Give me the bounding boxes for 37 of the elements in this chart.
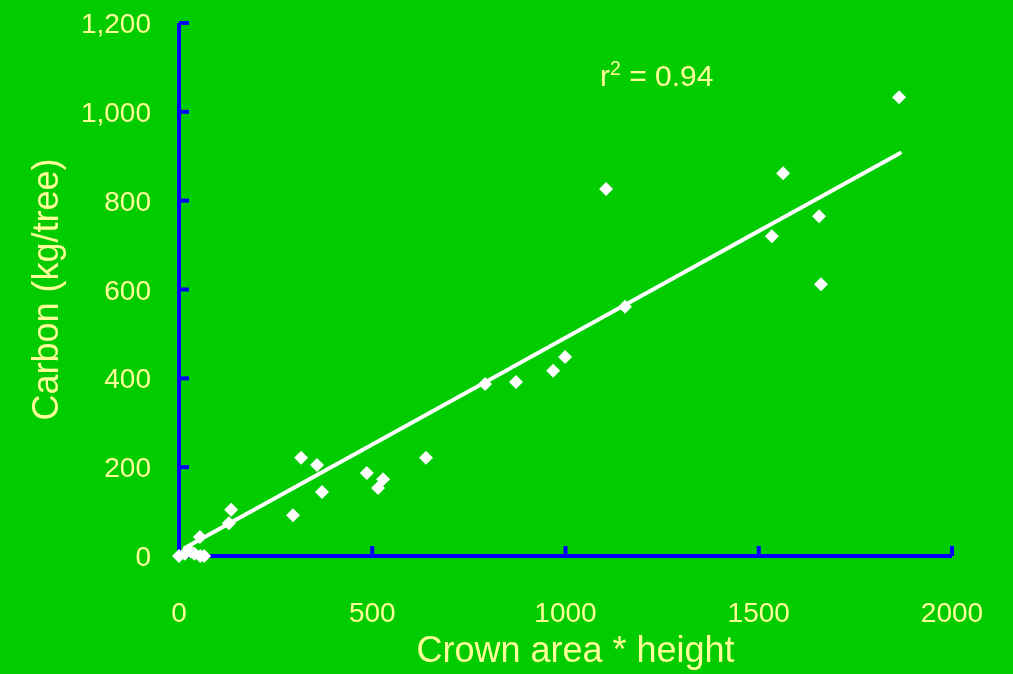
point	[618, 299, 633, 314]
x-tick-label: 1000	[534, 597, 597, 628]
point	[764, 229, 779, 244]
point	[812, 209, 827, 224]
x-tick-label: 500	[348, 597, 396, 628]
point	[315, 485, 330, 500]
y-tick-label: 400	[104, 363, 151, 395]
point	[376, 472, 391, 487]
point	[599, 182, 614, 197]
point	[309, 457, 324, 472]
point	[221, 516, 236, 531]
point	[359, 465, 374, 480]
point	[192, 529, 207, 544]
point	[478, 377, 493, 392]
point	[371, 481, 386, 496]
x-tick-label: 2000	[920, 597, 984, 628]
point	[286, 508, 301, 523]
point	[224, 502, 239, 517]
point	[813, 277, 828, 292]
y-tick-label: 1,000	[80, 96, 151, 128]
y-axis-title: Carbon (kg/tree)	[25, 158, 66, 421]
y-tick-label: 0	[135, 541, 151, 572]
point	[776, 166, 791, 181]
y-tick-label: 1,200	[80, 8, 151, 39]
point	[558, 350, 573, 365]
point	[546, 363, 561, 378]
y-tick-label: 600	[104, 274, 151, 306]
y-tick-label: 200	[104, 452, 151, 484]
x-tick-label: 1500	[727, 597, 790, 628]
point	[509, 374, 524, 389]
y-tick-label: 800	[104, 185, 151, 217]
point	[294, 450, 309, 465]
annotation: r$^{2}$ = 0.94	[600, 57, 714, 92]
x-tick-label: 0	[171, 597, 187, 628]
x-axis-title: Crown area * height	[416, 629, 735, 670]
point	[892, 90, 907, 105]
point	[418, 450, 433, 465]
